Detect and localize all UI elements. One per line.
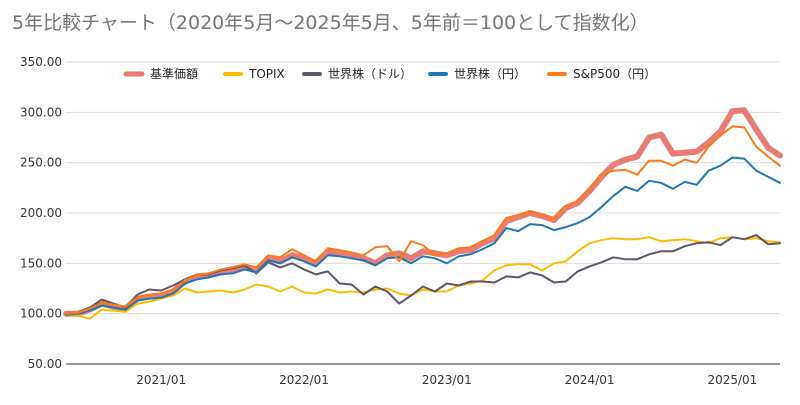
series-line-1 bbox=[65, 236, 781, 320]
y-tick-label: 250.00 bbox=[20, 156, 62, 170]
y-tick-label: 350.00 bbox=[20, 55, 62, 69]
y-tick-label: 150.00 bbox=[20, 256, 62, 270]
legend-label-0: 基準価額 bbox=[150, 66, 198, 81]
x-tick-label: 2023/01 bbox=[422, 373, 472, 387]
legend-label-1: TOPIX bbox=[248, 67, 285, 81]
y-tick-label: 50.00 bbox=[28, 357, 62, 371]
y-tick-label: 100.00 bbox=[20, 307, 62, 321]
y-tick-label: 200.00 bbox=[20, 206, 62, 220]
series-line-3 bbox=[65, 156, 781, 316]
gridlines bbox=[66, 61, 780, 365]
legend-label-4: S&P500（円） bbox=[573, 67, 656, 81]
x-tick-label: 2021/01 bbox=[136, 373, 186, 387]
series-lines bbox=[63, 107, 783, 320]
series-line-0 bbox=[63, 107, 783, 317]
series-line-4 bbox=[65, 125, 781, 315]
x-axis-ticks: 2021/01 2022/01 2023/01 2024/01 2025/01 bbox=[136, 373, 757, 387]
legend-label-2: 世界株（ドル） bbox=[328, 66, 412, 81]
chart-title: 5年比較チャート（2020年5月～2025年5月、5年前＝100として指数化） bbox=[12, 12, 649, 34]
y-tick-label: 300.00 bbox=[20, 105, 62, 119]
x-tick-label: 2024/01 bbox=[565, 373, 615, 387]
y-axis-ticks: 50.00 100.00 150.00 200.00 250.00 300.00 350.0… bbox=[20, 55, 62, 371]
series-line-2 bbox=[65, 234, 781, 315]
x-tick-label: 2022/01 bbox=[279, 373, 329, 387]
legend-label-3: 世界株（円） bbox=[454, 66, 526, 81]
x-tick-label: 2025/01 bbox=[707, 373, 757, 387]
legend: 基準価額 TOPIX 世界株（ドル） 世界株（円） S&P500（円） bbox=[123, 66, 656, 81]
